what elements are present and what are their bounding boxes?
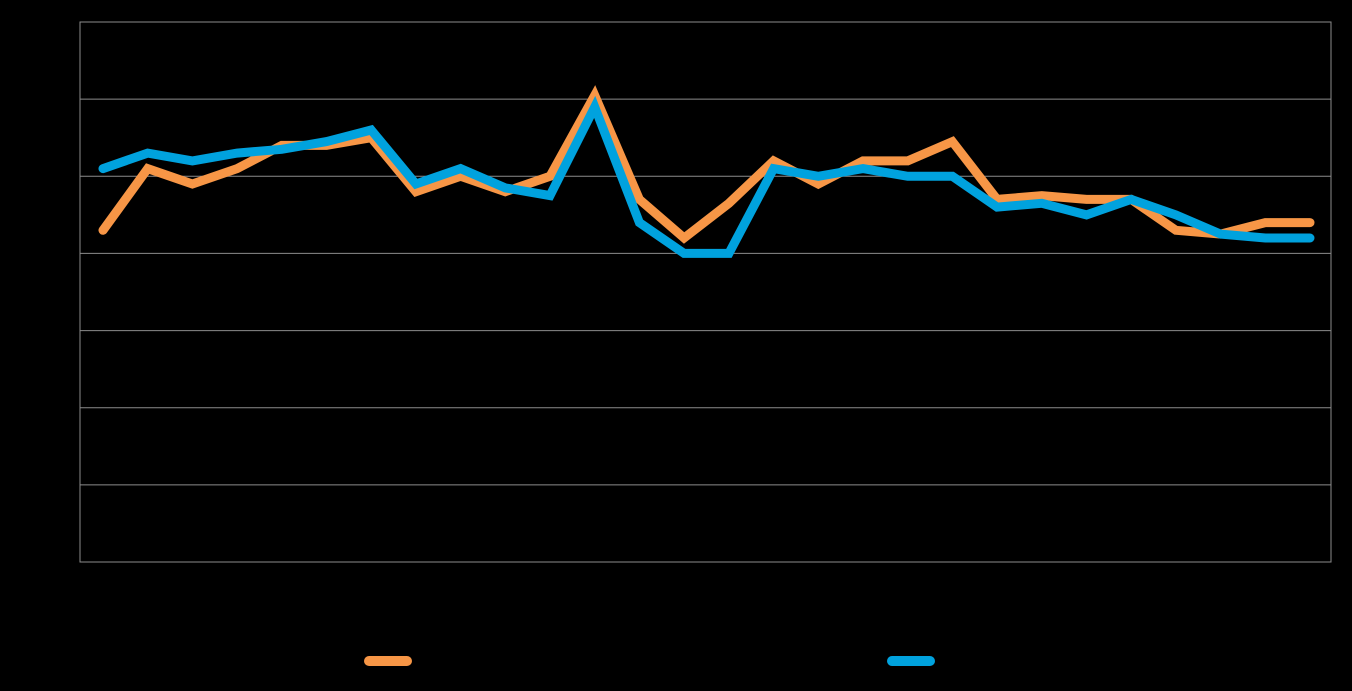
series-line-2 [98, 95, 1315, 258]
series-lines [98, 85, 1315, 258]
gridlines [80, 21, 1331, 563]
plot-area-frame [79, 21, 1332, 563]
series-line-1 [98, 85, 1315, 244]
